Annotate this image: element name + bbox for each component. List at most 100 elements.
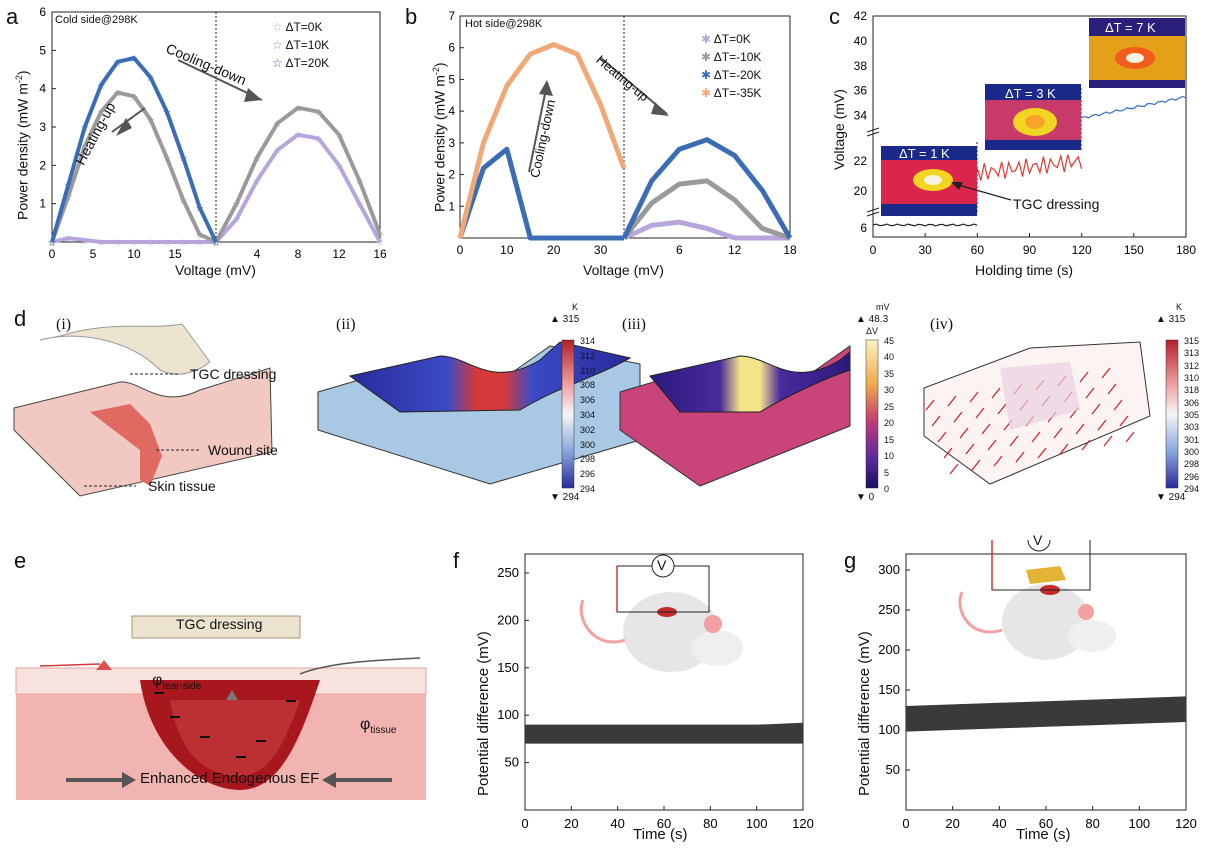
data-marker: ☆ (212, 238, 221, 249)
colorbar-iii (865, 339, 879, 489)
field-arrow (931, 415, 941, 427)
y-tick-label: 3 (39, 120, 46, 134)
field-arrow (1075, 423, 1085, 435)
data-marker: ☆ (232, 200, 241, 211)
y-tick-label: 1 (448, 199, 455, 213)
x-tick-label: 12 (728, 243, 742, 257)
colorbar-ii (561, 339, 575, 489)
scale-iv-max: ▲ 315 (1156, 314, 1186, 325)
scale-iii-unit: mV (876, 302, 890, 312)
field-arrow (1085, 387, 1095, 399)
x-tick-label: 4 (254, 247, 261, 261)
field-arrow (1125, 431, 1135, 443)
y-tick-label: 42 (854, 9, 868, 23)
meter-label: V (1033, 532, 1043, 548)
data-marker: ☆ (195, 230, 204, 241)
y-axis-label: Potential difference (mV) (475, 631, 492, 796)
colorbar-tick: 294 (1184, 484, 1200, 494)
scale-iv-unit: K (1176, 302, 1183, 312)
chart-g: 50 100 150 200 250 300 0 20 40 60 80 100 120 (878, 540, 1197, 831)
colorbar-tick: 310 (580, 365, 596, 376)
y-tick-label: 100 (497, 707, 519, 722)
x-axis-label: Voltage (mV) (583, 262, 664, 278)
colorbar-tick: 25 (884, 401, 895, 412)
colorbar-tick: 15 (884, 434, 895, 445)
panel-letter: g (844, 548, 857, 573)
x-axis-label: Holding time (s) (975, 262, 1074, 278)
y-tick-label: 150 (878, 682, 900, 697)
y-tick-label: 4 (39, 82, 46, 96)
field-arrow (959, 427, 969, 439)
data-marker: ☆ (355, 177, 364, 188)
field-arrow (1097, 419, 1107, 431)
legend-0: ΔT=0K (285, 20, 323, 34)
legend-2: ΔT=-20K (713, 68, 762, 82)
data-marker: ☆ (97, 81, 106, 92)
meter-label: V (657, 557, 667, 573)
series-line-left (457, 146, 624, 241)
x-tick-label: 20 (547, 243, 561, 257)
x-tick-label: 10 (127, 247, 141, 261)
colorbar-tick: 45 (884, 336, 895, 346)
y-tick-label: 20 (854, 184, 868, 198)
colorbar-tick: 10 (884, 451, 895, 462)
x-tick-label: 0 (521, 816, 528, 831)
field-arrow (1053, 427, 1063, 439)
field-arrow (1103, 435, 1113, 447)
data-marker: ☆ (212, 238, 221, 249)
colorbar-tick: 294 (580, 484, 596, 494)
series-line-left (50, 56, 218, 243)
x-tick-label: 0 (902, 816, 909, 831)
field-arrow (969, 391, 979, 403)
series-line-left (51, 236, 216, 244)
phi-tissue: φtissue (360, 716, 397, 737)
y-tick-label: 34 (854, 109, 868, 123)
colorbar-tick: 30 (884, 385, 895, 396)
y-tick-label: 250 (497, 565, 519, 580)
legend-0: ΔT=0K (713, 32, 751, 46)
models (13, 323, 1179, 497)
chart-c: 0 30 60 90 120 150 180 34 36 38 40 42 20 22 6 (854, 9, 1197, 257)
y-tick-label: 3 (448, 136, 455, 150)
x-tick-label: 5 (90, 247, 97, 261)
x-tick-label: 100 (746, 816, 768, 831)
data-marker: ☆ (294, 131, 303, 142)
label-wound: Wound site (208, 442, 278, 458)
colorbar-tick: 301 (1184, 434, 1200, 445)
y-tick-label: 7 (448, 9, 455, 23)
y-axis-label: Power density (mW m-2) (431, 62, 448, 212)
data-marker: ☆ (97, 108, 106, 119)
y-axis-label: Potential difference (mV) (856, 631, 873, 796)
data-marker: ☆ (294, 104, 303, 115)
field-arrow (1079, 371, 1089, 383)
sub-ii: (ii) (336, 316, 356, 333)
y-tick-label: 200 (497, 612, 519, 627)
field-arrow (993, 455, 1003, 467)
x-tick-label: 30 (918, 243, 932, 257)
signal-band (525, 722, 803, 744)
colorbar-tick: 310 (1184, 373, 1200, 383)
field-arrow (975, 407, 985, 419)
colorbar-tick: 312 (1184, 360, 1200, 371)
scale-iii-unit2: ΔV (866, 326, 879, 336)
colorbar-iv (1165, 339, 1179, 489)
series-line-right (622, 178, 791, 241)
sub-iv: (iv) (930, 316, 954, 333)
y-tick-label: 5 (39, 43, 46, 57)
data-marker: ☆ (80, 142, 89, 153)
data-marker: ☆ (195, 238, 204, 249)
field-arrow (1037, 447, 1047, 459)
colorbar-tick: 302 (580, 424, 596, 435)
series-line-right (214, 105, 382, 243)
x-tick-label: 40 (610, 816, 624, 831)
field-arrow (971, 459, 981, 471)
colorbar-tick: 304 (580, 410, 596, 420)
field-arrow (997, 403, 1007, 415)
data-marker: ☆ (314, 135, 323, 146)
y-tick-label: 4 (448, 104, 455, 118)
field-arrow (1009, 435, 1019, 447)
data-marker: ☆ (130, 54, 139, 65)
wound-illustration (15, 615, 427, 800)
inset-label-2: ΔT = 3 K (1005, 86, 1056, 101)
